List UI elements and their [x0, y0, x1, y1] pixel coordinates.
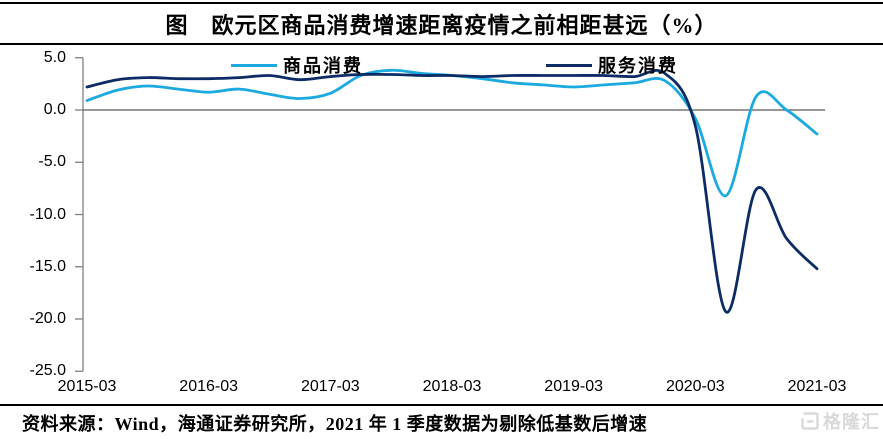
legend-label-goods: 商品消费	[283, 56, 363, 76]
title-divider-rule	[0, 43, 883, 45]
footer-divider-rule	[0, 404, 883, 406]
x-tick-label: 2018-03	[422, 378, 482, 395]
x-tick-label: 2017-03	[300, 378, 360, 395]
y-tick-label: -20.0	[29, 310, 66, 327]
x-tick-label: 2021-03	[787, 378, 847, 395]
y-tick-label: 5.0	[43, 48, 66, 66]
x-tick-label: 2019-03	[544, 378, 604, 395]
y-tick-label: -10.0	[29, 205, 66, 223]
source-text: 资料来源：Wind，海通证券研究所，2021 年 1 季度数据为剔除低基数后增速	[22, 414, 648, 434]
y-tick-label: -5.0	[38, 153, 66, 171]
x-tick-label: 2015-03	[57, 378, 117, 395]
y-tick-label: 0.0	[43, 101, 66, 118]
watermark-text: 格隆汇	[823, 412, 880, 432]
y-tick-label: -15.0	[29, 257, 66, 275]
gelonghui-watermark: 格隆汇	[800, 409, 880, 433]
top-rule	[0, 2, 883, 4]
series-line-services	[85, 68, 819, 314]
services-line-swatch-icon	[546, 63, 592, 67]
gelonghui-logo-icon	[801, 412, 819, 430]
x-tick-label: 2020-03	[665, 378, 725, 395]
series-line-goods	[85, 68, 819, 198]
legend-item-services: 服务消费	[546, 55, 678, 76]
chart-title: 图 欧元区商品消费增速距离疫情之前相距甚远（%）	[165, 13, 718, 38]
x-tick-label: 2016-03	[179, 378, 239, 395]
goods-line-swatch-icon	[231, 63, 277, 67]
y-tick-label: -25.0	[29, 362, 66, 380]
legend-item-goods: 商品消费	[231, 55, 363, 76]
legend-label-services: 服务消费	[598, 56, 678, 76]
